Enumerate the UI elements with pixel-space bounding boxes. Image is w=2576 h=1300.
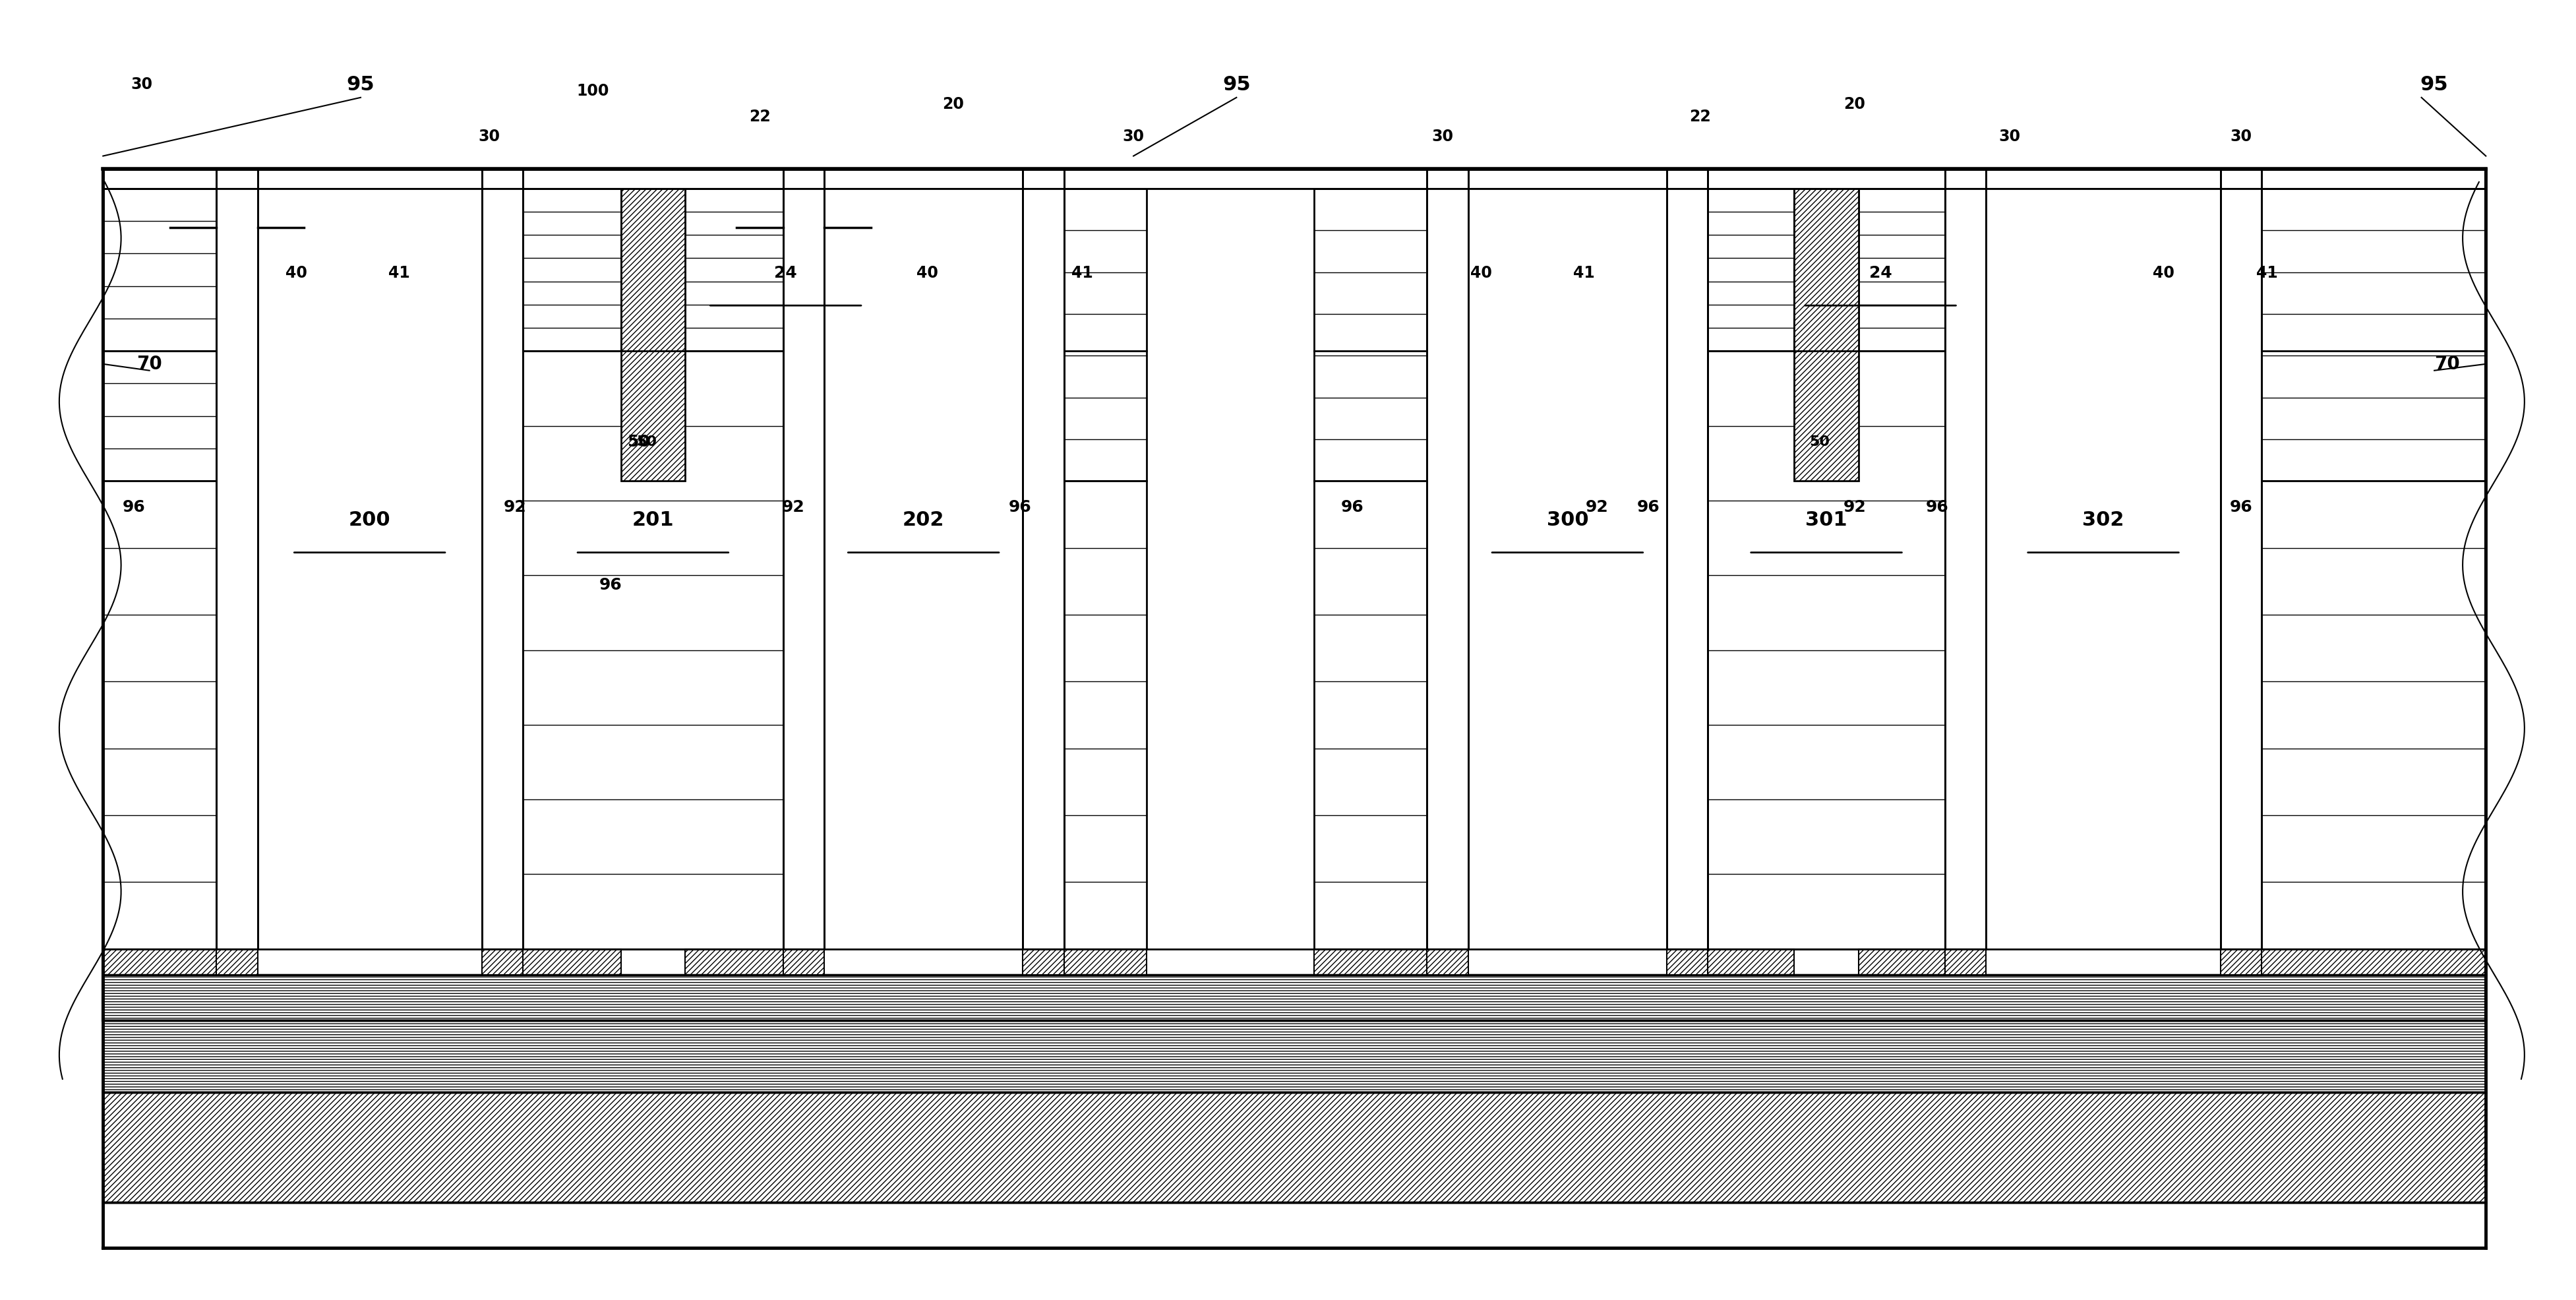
Bar xyxy=(2262,188,2486,481)
Text: 24: 24 xyxy=(775,265,796,281)
Bar xyxy=(1708,351,1945,949)
Bar xyxy=(1314,481,1427,949)
Text: 96: 96 xyxy=(124,499,144,515)
Bar xyxy=(1314,949,1427,975)
Bar xyxy=(1064,481,1146,949)
Text: 96: 96 xyxy=(1927,499,1947,515)
Text: 20: 20 xyxy=(943,96,963,112)
Bar xyxy=(1468,188,1667,949)
Text: 301: 301 xyxy=(1806,511,1847,529)
Text: 41: 41 xyxy=(1574,265,1595,281)
Text: 96: 96 xyxy=(2231,499,2251,515)
Bar xyxy=(1708,188,1795,351)
Text: 96: 96 xyxy=(1010,499,1030,515)
Bar xyxy=(523,188,621,351)
Bar xyxy=(1986,188,2221,949)
Text: 70: 70 xyxy=(2434,355,2460,373)
Text: 50: 50 xyxy=(1811,436,1829,448)
Text: 41: 41 xyxy=(1072,265,1092,281)
Text: 70: 70 xyxy=(137,355,162,373)
Bar xyxy=(258,188,482,949)
Bar xyxy=(685,949,783,975)
Text: 41: 41 xyxy=(389,265,410,281)
Bar xyxy=(103,1092,2486,1202)
Bar xyxy=(1023,949,1064,975)
Bar xyxy=(103,1020,2486,1092)
Bar xyxy=(523,949,621,975)
Text: 201: 201 xyxy=(631,511,675,529)
Text: 202: 202 xyxy=(902,511,945,529)
Bar xyxy=(103,949,216,975)
Bar xyxy=(685,188,783,351)
Text: 22: 22 xyxy=(750,109,770,125)
Bar xyxy=(1708,949,1795,975)
Text: 40: 40 xyxy=(1471,265,1492,281)
Bar xyxy=(523,351,783,949)
Bar xyxy=(103,1092,2486,1202)
Bar xyxy=(103,1020,2486,1092)
Bar xyxy=(621,188,685,481)
Text: 24: 24 xyxy=(1870,265,1891,281)
Text: 41: 41 xyxy=(2257,265,2277,281)
Text: 92: 92 xyxy=(783,499,804,515)
Text: 50: 50 xyxy=(636,436,657,448)
Text: 92: 92 xyxy=(1587,499,1607,515)
Text: 95: 95 xyxy=(1224,75,1249,94)
Text: 100: 100 xyxy=(577,83,608,99)
Text: 30: 30 xyxy=(1999,129,2020,144)
Text: 30: 30 xyxy=(1432,129,1453,144)
Text: 22: 22 xyxy=(1690,109,1710,125)
Bar xyxy=(1064,949,1146,975)
Bar xyxy=(783,949,824,975)
Bar xyxy=(103,1092,2486,1202)
Text: 95: 95 xyxy=(348,75,374,94)
Text: 300: 300 xyxy=(1546,511,1589,529)
Text: 95: 95 xyxy=(2421,75,2447,94)
Text: 92: 92 xyxy=(505,499,526,515)
Bar xyxy=(2262,481,2486,949)
Text: 30: 30 xyxy=(2231,129,2251,144)
Bar xyxy=(103,481,216,949)
Bar xyxy=(1667,949,1708,975)
Text: 96: 96 xyxy=(1638,499,1659,515)
Bar xyxy=(1427,949,1468,975)
Bar xyxy=(103,975,2486,1020)
Text: 200: 200 xyxy=(348,511,392,529)
Text: 30: 30 xyxy=(1123,129,1144,144)
Text: 96: 96 xyxy=(600,577,621,593)
Text: 96: 96 xyxy=(1342,499,1363,515)
Bar xyxy=(216,949,258,975)
Text: 30: 30 xyxy=(131,77,152,92)
Text: 20: 20 xyxy=(1844,96,1865,112)
Text: 302: 302 xyxy=(2081,511,2125,529)
Bar xyxy=(1064,188,1146,481)
Bar xyxy=(1860,188,1945,351)
Bar xyxy=(103,1020,2486,1092)
Bar xyxy=(1795,188,1860,481)
Bar xyxy=(103,975,2486,1020)
Text: 30: 30 xyxy=(479,129,500,144)
Bar xyxy=(824,188,1023,949)
Text: 40: 40 xyxy=(286,265,307,281)
Bar xyxy=(2262,949,2486,975)
Bar xyxy=(103,188,216,481)
Bar xyxy=(1860,949,1945,975)
Bar xyxy=(1945,949,1986,975)
Bar xyxy=(103,975,2486,1020)
Text: 92: 92 xyxy=(1844,499,1865,515)
Text: 40: 40 xyxy=(2154,265,2174,281)
Bar xyxy=(1314,188,1427,481)
Text: 50: 50 xyxy=(629,434,649,450)
Text: 40: 40 xyxy=(917,265,938,281)
Bar xyxy=(2221,949,2262,975)
Bar xyxy=(482,949,523,975)
